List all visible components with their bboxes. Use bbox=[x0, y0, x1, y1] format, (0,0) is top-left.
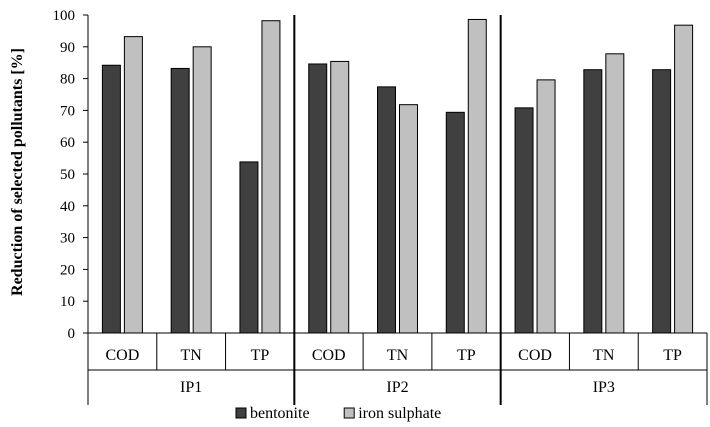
x-group-label: IP1 bbox=[180, 379, 202, 396]
y-tick-label: 20 bbox=[60, 262, 75, 278]
x-category-label: TN bbox=[181, 347, 203, 364]
bar-bentonite bbox=[170, 67, 190, 334]
x-category-label: TP bbox=[251, 347, 270, 364]
y-tick-label: 70 bbox=[60, 103, 75, 119]
bar-iron-sulphate bbox=[192, 46, 212, 334]
bar-iron-sulphate bbox=[467, 18, 487, 334]
bar-iron-sulphate bbox=[123, 36, 143, 334]
bar-bentonite bbox=[514, 107, 534, 334]
legend-swatch bbox=[343, 407, 355, 419]
y-tick-label: 40 bbox=[60, 199, 75, 215]
legend: bentonite iron sulphate bbox=[235, 405, 441, 422]
x-category-label: COD bbox=[105, 347, 139, 364]
bar-iron-sulphate bbox=[605, 53, 625, 334]
x-group-label: IP2 bbox=[386, 379, 408, 396]
bar-iron-sulphate bbox=[674, 24, 694, 334]
bar-iron-sulphate bbox=[536, 79, 556, 334]
legend-label: iron sulphate bbox=[358, 405, 441, 422]
bar-bentonite bbox=[101, 64, 121, 334]
y-tick-label: 10 bbox=[60, 294, 75, 310]
bar-bentonite bbox=[239, 161, 259, 334]
bar-bentonite bbox=[445, 111, 465, 334]
bar-bentonite bbox=[308, 63, 328, 334]
bar-bentonite bbox=[377, 86, 396, 334]
legend-swatch bbox=[235, 407, 247, 419]
bar-bentonite bbox=[652, 69, 672, 334]
bar-bentonite bbox=[583, 69, 603, 334]
y-tick-label: 30 bbox=[60, 231, 75, 247]
y-tick-label: 100 bbox=[53, 8, 76, 24]
legend-label: bentonite bbox=[250, 405, 310, 422]
bar-iron-sulphate bbox=[330, 60, 350, 334]
x-category-label: COD bbox=[312, 347, 346, 364]
y-tick-label: 60 bbox=[60, 135, 75, 151]
x-category-label: TN bbox=[387, 347, 409, 364]
y-tick-label: 0 bbox=[68, 326, 76, 342]
y-tick-label: 50 bbox=[60, 167, 75, 183]
bar-iron-sulphate bbox=[261, 20, 281, 334]
plot-area: 0 10 20 30 40 50 60 70 80 90 100 COD TN TP IP1 COD TN TP I… bbox=[53, 8, 708, 405]
x-category-label: COD bbox=[518, 347, 552, 364]
y-tick-label: 90 bbox=[60, 40, 75, 56]
x-category-label: TN bbox=[593, 347, 615, 364]
y-axis-label: Reduction of selected pollutants [%] bbox=[9, 48, 26, 296]
x-group-label: IP3 bbox=[593, 379, 615, 396]
y-tick-label: 80 bbox=[60, 72, 75, 88]
bar-iron-sulphate bbox=[399, 104, 418, 334]
x-category-label: TP bbox=[457, 347, 476, 364]
x-category-label: TP bbox=[663, 347, 682, 364]
